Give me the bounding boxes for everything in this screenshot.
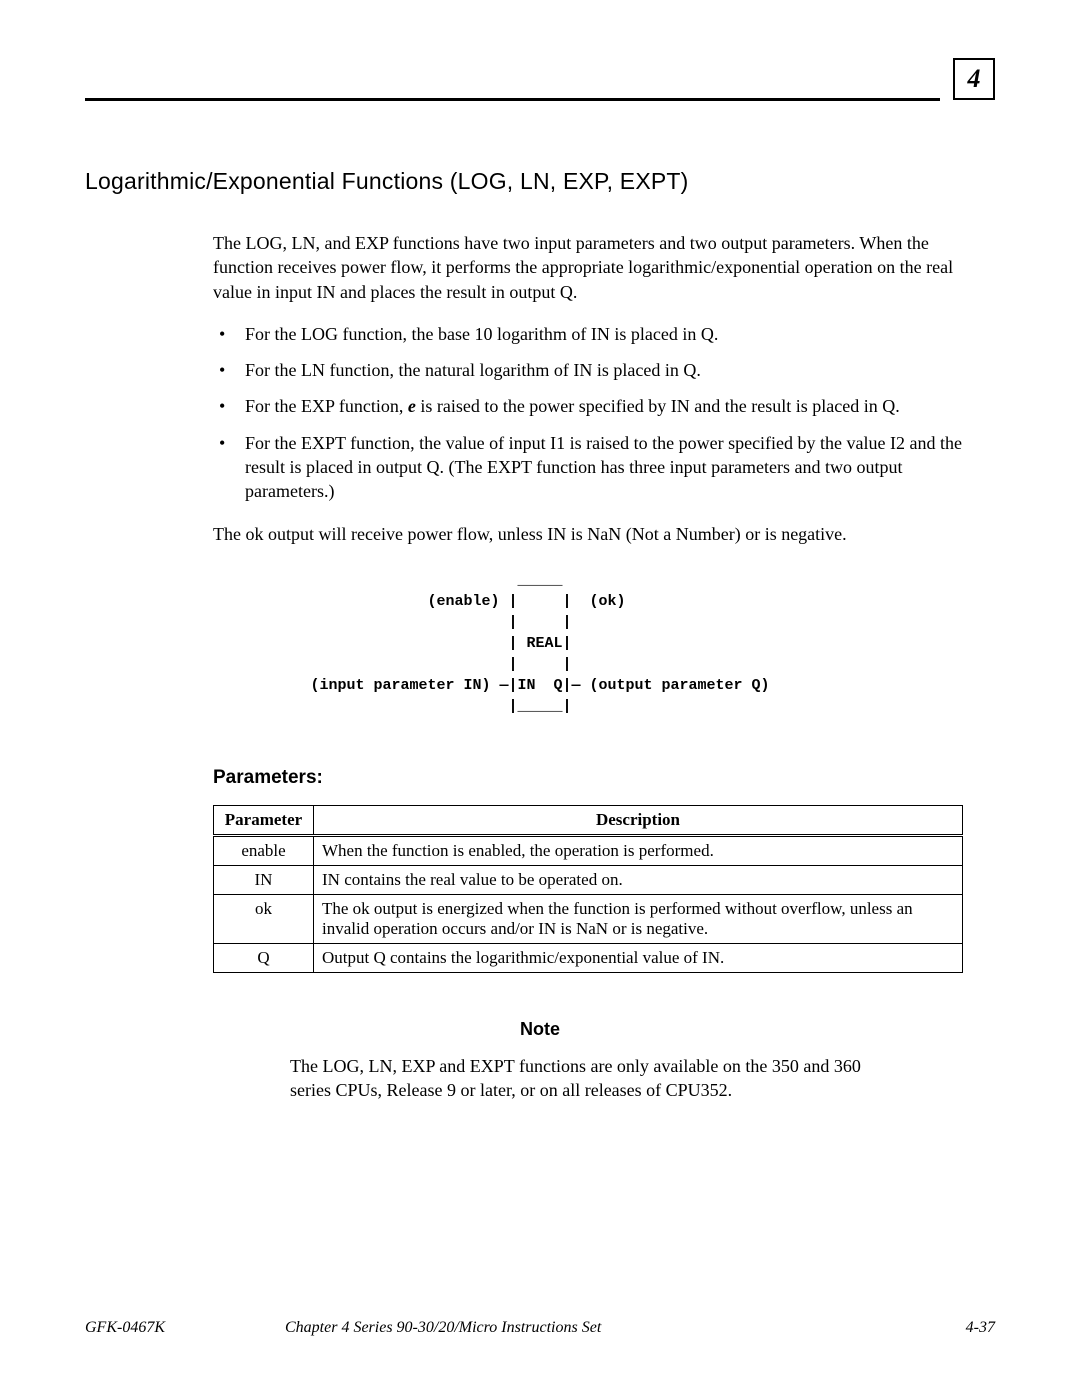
page-footer: GFK-0467K Chapter 4 Series 90-30/20/Micr… (85, 1319, 995, 1337)
col-header-parameter: Parameter (214, 805, 314, 835)
footer-doc-id: GFK-0467K (85, 1319, 165, 1337)
list-item: For the EXP function, e is raised to the… (213, 394, 975, 418)
page-header: 4 (85, 58, 995, 108)
footer-chapter-title: Chapter 4 Series 90-30/20/Micro Instruct… (165, 1319, 966, 1337)
bullet-list: For the LOG function, the base 10 logari… (213, 322, 975, 504)
chapter-number-box: 4 (953, 58, 995, 100)
parameters-table: Parameter Description enable When the fu… (213, 805, 963, 973)
section-title: Logarithmic/Exponential Functions (LOG, … (85, 168, 995, 195)
param-desc: The ok output is energized when the func… (314, 894, 963, 943)
table-header-row: Parameter Description (214, 805, 963, 835)
param-name: IN (214, 865, 314, 894)
col-header-description: Description (314, 805, 963, 835)
function-block-diagram: _____ (enable) | | (ok) | | | REAL| | | … (310, 570, 769, 717)
table-row: IN IN contains the real value to be oper… (214, 865, 963, 894)
note-body: The LOG, LN, EXP and EXPT functions are … (290, 1054, 895, 1103)
param-desc: When the function is enabled, the operat… (314, 835, 963, 865)
table-row: Q Output Q contains the logarithmic/expo… (214, 943, 963, 972)
chapter-number: 4 (968, 64, 981, 94)
ok-output-paragraph: The ok output will receive power flow, u… (213, 522, 975, 546)
list-item: For the LN function, the natural logarit… (213, 358, 975, 382)
param-desc: Output Q contains the logarithmic/expone… (314, 943, 963, 972)
header-rule (85, 98, 940, 101)
bullet-text: For the LOG function, the base 10 logari… (245, 324, 718, 344)
param-name: enable (214, 835, 314, 865)
param-name: ok (214, 894, 314, 943)
note-heading: Note (85, 1019, 995, 1040)
list-item: For the EXPT function, the value of inpu… (213, 431, 975, 504)
footer-page-number: 4-37 (966, 1319, 995, 1337)
param-desc: IN contains the real value to be operate… (314, 865, 963, 894)
intro-paragraph: The LOG, LN, and EXP functions have two … (213, 231, 975, 304)
table-row: enable When the function is enabled, the… (214, 835, 963, 865)
bullet-text: For the EXP function, e is raised to the… (245, 396, 900, 416)
bullet-text: For the LN function, the natural logarit… (245, 360, 701, 380)
bullet-text: For the EXPT function, the value of inpu… (245, 433, 962, 502)
table-row: ok The ok output is energized when the f… (214, 894, 963, 943)
param-name: Q (214, 943, 314, 972)
list-item: For the LOG function, the base 10 logari… (213, 322, 975, 346)
parameters-heading: Parameters: (213, 767, 995, 789)
